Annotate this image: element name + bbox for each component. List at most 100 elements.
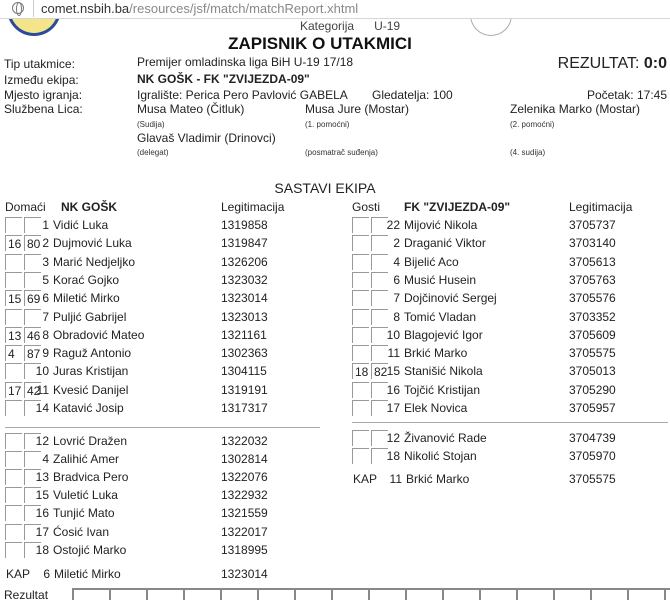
url-text[interactable]: comet.nsbih.ba/resources/jsf/match/match… (41, 1, 358, 16)
player-name: Blagojević Igor (404, 327, 483, 342)
sub-minute-box (371, 430, 388, 446)
player-number: 15 (386, 364, 400, 379)
player-number: 22 (386, 218, 400, 232)
away-captain-name: Brkić Marko (406, 472, 470, 486)
venue-label: Mjesto igranja: (4, 88, 83, 102)
score-box (553, 588, 590, 600)
player-number: 3 (42, 254, 49, 269)
player-name: Draganić Viktor (404, 236, 486, 251)
sub-in-box (352, 308, 369, 325)
home-captain-number: 6 (43, 567, 50, 581)
player-name: Musić Husein (404, 272, 477, 287)
home-side-label: Domaći (5, 200, 46, 214)
sub-minute-box (371, 253, 388, 270)
sub-minute-box: 82 (371, 363, 388, 380)
sub-minute-box (24, 253, 41, 270)
sub-minute-box (24, 541, 41, 558)
player-name: Stanišić Nikola (404, 364, 483, 379)
score-box (183, 588, 220, 600)
score-box (627, 588, 664, 600)
home-id-header: Legitimacija (221, 200, 285, 214)
home-team-name: NK GOŠK (61, 200, 118, 214)
player-name: Živanović Rade (404, 431, 487, 445)
kickoff-time: Početak: 17:45 (586, 88, 667, 102)
player-id: 1322932 (221, 488, 268, 503)
player-id: 1319191 (221, 382, 268, 397)
score-box (331, 588, 368, 600)
player-number: 7 (42, 309, 49, 324)
player-id: 3705957 (569, 401, 616, 415)
sub-in-box (352, 400, 369, 416)
sub-minute-box (24, 469, 41, 486)
sub-in-box (5, 487, 22, 504)
player-name: Tojčić Kristijan (404, 382, 481, 397)
sub-minute-box (371, 271, 388, 288)
sub-minute-box (371, 290, 388, 307)
home-captain-label: KAP (6, 567, 31, 581)
player-name: Dujmović Luka (53, 236, 132, 251)
sub-in-box (5, 271, 22, 288)
player-name: Mijović Nikola (404, 218, 478, 232)
sub-minute-box (24, 487, 41, 504)
sub-in-box (352, 345, 369, 362)
sub-minute-box (24, 505, 41, 522)
player-id: 1321161 (221, 327, 267, 342)
sub-minute-box: 42 (24, 381, 41, 398)
home-captain-name: Miletić Mirko (54, 567, 121, 581)
sub-in-box (5, 308, 22, 325)
score-box (257, 588, 294, 600)
player-id: 3705013 (569, 364, 616, 379)
player-id: 1323032 (221, 272, 268, 287)
teams-value: NK GOŠK - FK "ZVIJEZDA-09" (137, 72, 310, 86)
sub-in-box: 4 (5, 345, 22, 362)
player-number: 4 (42, 452, 49, 467)
player-number: 8 (42, 327, 49, 342)
official-name: Glavaš Vladimir (Drinovci) (137, 131, 276, 145)
score-box (294, 588, 331, 600)
globe-icon (12, 2, 24, 16)
sub-in-box (5, 400, 22, 416)
sub-in-box (352, 271, 369, 288)
player-number: 12 (386, 431, 400, 445)
sub-minute-box (24, 433, 41, 449)
player-name: Ćosić Ivan (53, 524, 110, 539)
address-bar[interactable]: comet.nsbih.ba/resources/jsf/match/match… (0, 0, 670, 19)
player-id: 3703352 (569, 309, 616, 324)
player-id: 3705609 (569, 327, 616, 342)
player-number: 10 (35, 364, 49, 379)
sub-minute-box (371, 308, 388, 325)
player-name: Puljić Gabrijel (53, 309, 127, 324)
player-id: 1321559 (221, 506, 268, 521)
player-number: 18 (386, 449, 400, 464)
player-number: 6 (42, 291, 49, 306)
sub-minute-box (371, 326, 388, 343)
sub-in-box (352, 235, 369, 252)
away-id-header: Legitimacija (569, 200, 633, 214)
player-number: 17 (386, 401, 400, 415)
player-id: 3705613 (569, 254, 616, 269)
score-box (146, 588, 183, 600)
match-type-value: Premijer omladinska liga BiH U-19 17/18 (137, 55, 354, 69)
sub-in-box: 17 (5, 381, 22, 398)
result-label: REZULTAT: (557, 55, 640, 72)
player-id: 1326206 (221, 254, 268, 269)
player-name: Miletić Mirko (53, 291, 120, 306)
sub-in-box: 18 (352, 363, 369, 380)
sub-minute-box (371, 235, 388, 252)
player-name: Juras Kristijan (53, 364, 129, 379)
player-name: Lovrić Dražen (53, 434, 128, 448)
player-name: Nikolić Stojan (404, 449, 477, 464)
url-path: /resources/jsf/match/matchReport.xhtml (129, 1, 359, 16)
player-name: Tunjić Mato (53, 506, 115, 521)
score-box (664, 588, 670, 600)
player-name: Zalihić Amer (53, 452, 120, 467)
player-number: 5 (42, 272, 49, 287)
sub-minute-box: 87 (24, 345, 41, 362)
score-box (479, 588, 516, 600)
player-id: 3704739 (569, 431, 616, 445)
sub-minute-box (24, 523, 41, 540)
player-number: 18 (35, 542, 49, 557)
official-role: (2. pomoćni) (510, 120, 555, 129)
player-number: 10 (386, 327, 400, 342)
sub-in-box (352, 430, 369, 446)
